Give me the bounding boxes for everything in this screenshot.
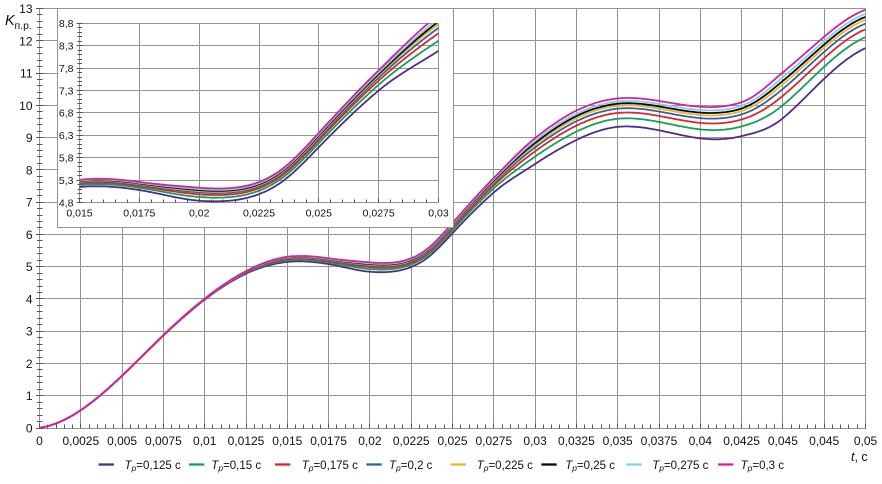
- svg-text:9: 9: [26, 131, 33, 145]
- svg-text:0,02: 0,02: [189, 208, 210, 220]
- svg-text:0,0225: 0,0225: [393, 434, 430, 448]
- svg-text:5,3: 5,3: [59, 175, 74, 187]
- svg-text:K: K: [5, 13, 16, 29]
- svg-text:5: 5: [26, 260, 33, 274]
- svg-text:0,03: 0,03: [428, 208, 449, 220]
- svg-text:п.р.: п.р.: [15, 20, 32, 32]
- svg-text:0,0025: 0,0025: [62, 434, 99, 448]
- svg-text:12: 12: [19, 34, 33, 48]
- svg-text:0,02: 0,02: [358, 434, 382, 448]
- svg-text:Tp=0,25 c: Tp=0,25 c: [565, 460, 615, 473]
- svg-text:0,03: 0,03: [523, 434, 547, 448]
- svg-text:0,0125: 0,0125: [228, 434, 265, 448]
- svg-text:0,0375: 0,0375: [641, 434, 678, 448]
- svg-text:10: 10: [19, 99, 33, 113]
- svg-text:0,0175: 0,0175: [123, 208, 155, 220]
- svg-text:6,3: 6,3: [59, 130, 74, 142]
- svg-text:1: 1: [26, 389, 33, 403]
- svg-text:5,8: 5,8: [59, 153, 74, 165]
- svg-text:Tp=0,15 c: Tp=0,15 c: [211, 460, 261, 473]
- svg-text:Tp=0,275 c: Tp=0,275 c: [652, 460, 708, 473]
- svg-text:4,8: 4,8: [59, 197, 74, 209]
- svg-text:8: 8: [26, 163, 33, 177]
- svg-text:2: 2: [26, 357, 33, 371]
- svg-text:0,015: 0,015: [272, 434, 302, 448]
- svg-text:6,8: 6,8: [59, 108, 74, 120]
- svg-text:3: 3: [26, 325, 33, 339]
- svg-text:Tp=0,2 c: Tp=0,2 c: [389, 460, 433, 473]
- svg-text:Tp=0,225 c: Tp=0,225 c: [477, 460, 533, 473]
- svg-text:0,045: 0,045: [768, 434, 798, 448]
- svg-text:8,8: 8,8: [59, 18, 74, 30]
- svg-text:0,01: 0,01: [193, 434, 217, 448]
- svg-text:8,3: 8,3: [59, 40, 74, 52]
- svg-text:0: 0: [26, 422, 33, 436]
- svg-text:6: 6: [26, 228, 33, 242]
- svg-text:0,0425: 0,0425: [723, 434, 760, 448]
- svg-text:0,045: 0,045: [809, 434, 839, 448]
- svg-text:0,05: 0,05: [854, 434, 878, 448]
- svg-text:0,0225: 0,0225: [243, 208, 275, 220]
- svg-text:0,035: 0,035: [603, 434, 633, 448]
- svg-text:7,8: 7,8: [59, 63, 74, 75]
- svg-text:0,04: 0,04: [689, 434, 713, 448]
- svg-text:0,025: 0,025: [306, 208, 332, 220]
- svg-text:0,015: 0,015: [66, 208, 92, 220]
- svg-text:Tp=0,3 c: Tp=0,3 c: [741, 460, 785, 473]
- svg-text:0,025: 0,025: [437, 434, 467, 448]
- svg-text:0,0075: 0,0075: [145, 434, 182, 448]
- svg-text:7,3: 7,3: [59, 85, 74, 97]
- svg-text:0,0325: 0,0325: [558, 434, 595, 448]
- svg-text:t, с: t, с: [851, 450, 868, 464]
- svg-text:0,0275: 0,0275: [475, 434, 512, 448]
- svg-text:0,0275: 0,0275: [363, 208, 395, 220]
- svg-text:Tp=0,175 c: Tp=0,175 c: [302, 460, 358, 473]
- svg-text:0,005: 0,005: [107, 434, 137, 448]
- svg-text:0: 0: [36, 434, 43, 448]
- svg-text:13: 13: [19, 2, 33, 16]
- svg-text:Tp=0,125 c: Tp=0,125 c: [125, 460, 181, 473]
- svg-text:11: 11: [20, 67, 33, 81]
- svg-text:4: 4: [26, 292, 33, 306]
- svg-text:0,0175: 0,0175: [310, 434, 347, 448]
- svg-text:7: 7: [26, 196, 33, 210]
